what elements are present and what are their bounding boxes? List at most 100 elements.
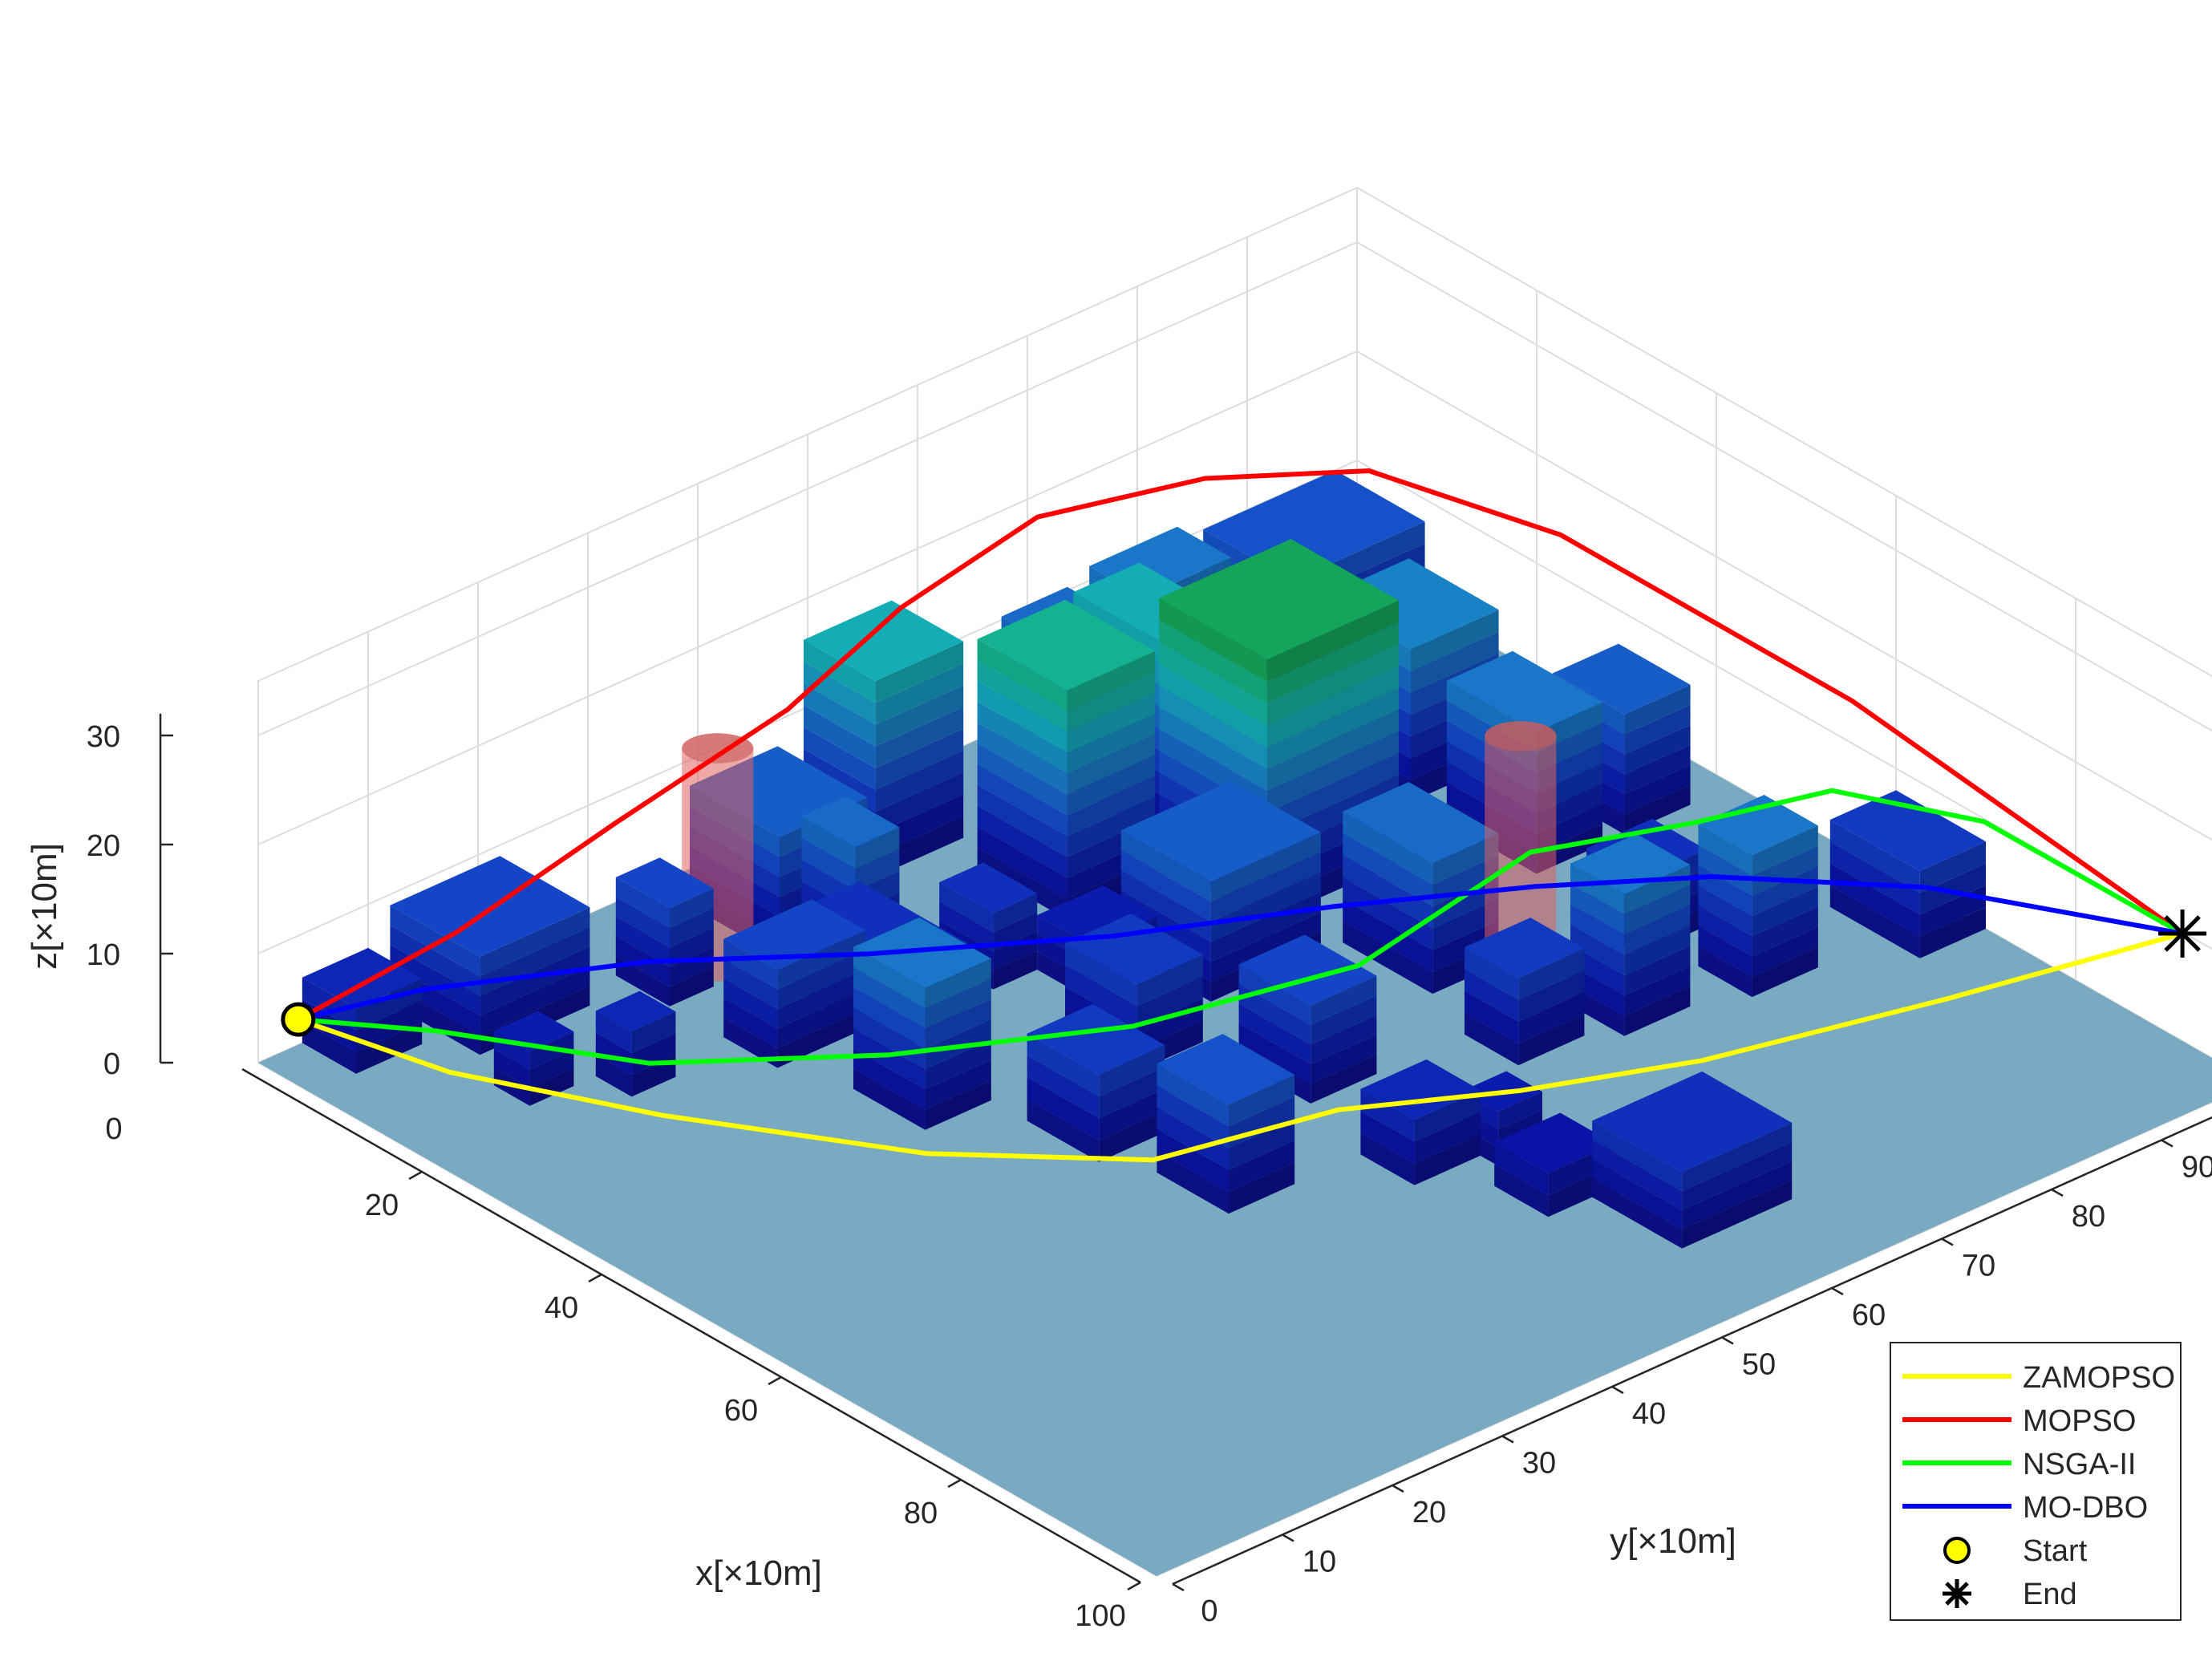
building-top bbox=[1065, 914, 1203, 985]
path-nsga-ii bbox=[298, 788, 2184, 1066]
obstacles bbox=[302, 470, 1986, 1249]
building-face-front bbox=[1229, 1140, 1295, 1192]
path-zamopso bbox=[297, 931, 2183, 1163]
building-face-front bbox=[925, 999, 991, 1049]
building bbox=[1698, 795, 1818, 998]
building-face-side bbox=[615, 955, 670, 1007]
z-tick-label: 20 bbox=[87, 829, 120, 863]
building-face-front bbox=[1266, 709, 1399, 791]
y-tick-label: 20 bbox=[1412, 1496, 1446, 1529]
building-face-front bbox=[1067, 734, 1156, 795]
building-face-side bbox=[1159, 620, 1267, 703]
building-face-side bbox=[853, 967, 926, 1029]
building-top bbox=[1321, 558, 1499, 650]
building-face-front bbox=[925, 1059, 991, 1110]
building-face-front bbox=[631, 1011, 676, 1053]
building-face-front bbox=[1682, 1180, 1793, 1249]
building-face-front bbox=[670, 927, 714, 967]
building-face-front bbox=[631, 1055, 676, 1097]
building-face-front bbox=[1414, 1112, 1481, 1164]
building-face-side bbox=[1343, 898, 1433, 972]
building-face-front bbox=[1518, 1014, 1585, 1066]
building-face-front bbox=[925, 1080, 991, 1130]
building-top bbox=[1203, 470, 1425, 581]
y-tick-label: 70 bbox=[1962, 1250, 1995, 1283]
building-face-side bbox=[977, 764, 1068, 837]
building-face-side bbox=[1698, 885, 1752, 937]
building-face-front bbox=[1210, 852, 1321, 922]
building-face-side bbox=[801, 837, 856, 891]
building-face-side bbox=[595, 1032, 632, 1076]
building-face-front bbox=[1067, 755, 1156, 816]
building-face-side bbox=[853, 1027, 926, 1090]
legend-label-mopso: MOPSO bbox=[2023, 1404, 2137, 1438]
x-tick-mark bbox=[1127, 1581, 1141, 1591]
building-face-side bbox=[977, 743, 1068, 816]
path-mo-dbo bbox=[298, 874, 2183, 1023]
building-face-front bbox=[1432, 898, 1499, 950]
cylinder-body bbox=[1485, 721, 1557, 970]
building-face-front bbox=[993, 912, 1038, 951]
y-tick-label: 40 bbox=[1632, 1397, 1666, 1431]
building-face-front bbox=[1067, 796, 1156, 857]
end-marker bbox=[2158, 909, 2207, 958]
y-tick-label: 0 bbox=[1201, 1594, 1217, 1628]
building-face-front bbox=[1311, 995, 1377, 1045]
building-top bbox=[1159, 539, 1399, 660]
building-face-side bbox=[615, 916, 670, 967]
building-face-front bbox=[875, 750, 964, 812]
threat-cylinder bbox=[1485, 721, 1557, 970]
building-face-side bbox=[723, 958, 778, 1010]
y-tick-mark bbox=[1172, 1582, 1185, 1592]
legend-swatch-nsga-ii bbox=[1902, 1461, 2011, 1465]
building-top bbox=[1343, 782, 1499, 863]
building-face-side bbox=[1698, 845, 1752, 896]
building-face-side bbox=[1829, 820, 1920, 893]
building bbox=[1027, 1003, 1165, 1162]
building-face-front bbox=[777, 989, 865, 1048]
building-face-front bbox=[1624, 744, 1691, 795]
building-top bbox=[1446, 650, 1602, 732]
building-face-side bbox=[1465, 991, 1519, 1043]
building-face-front bbox=[1311, 1035, 1377, 1084]
building-face-side bbox=[1157, 1150, 1229, 1214]
building-face-side bbox=[977, 805, 1068, 878]
building-face-front bbox=[1752, 946, 1818, 998]
building-face-front bbox=[1624, 946, 1691, 996]
building bbox=[1360, 1059, 1481, 1185]
building-face-front bbox=[1624, 684, 1691, 735]
building-face-front bbox=[1518, 948, 1585, 1000]
building bbox=[1157, 1034, 1295, 1214]
building-face-side bbox=[723, 998, 778, 1048]
building-face-side bbox=[1159, 685, 1267, 769]
building-face-front bbox=[1229, 1162, 1295, 1214]
building-face-front bbox=[1311, 1054, 1377, 1104]
building-face-side bbox=[977, 701, 1068, 774]
building-face-side bbox=[1360, 1088, 1415, 1142]
building-face-front bbox=[1067, 671, 1156, 732]
building-face-front bbox=[670, 966, 714, 1007]
building-face-side bbox=[1698, 905, 1752, 957]
building bbox=[1465, 918, 1585, 1066]
building-face-side bbox=[390, 925, 480, 996]
building-face-side bbox=[977, 722, 1068, 795]
y-tick-label: 30 bbox=[1522, 1447, 1556, 1481]
building-face-side bbox=[1570, 904, 1625, 955]
building-face-side bbox=[302, 1021, 356, 1074]
legend-label-end: End bbox=[2023, 1578, 2077, 1611]
building-face-front bbox=[529, 1049, 574, 1088]
building-face-front bbox=[925, 1039, 991, 1090]
building-face-front bbox=[1266, 600, 1399, 682]
building-face-side bbox=[1120, 890, 1211, 962]
building-face-side bbox=[1027, 1077, 1100, 1140]
building-face-side bbox=[1592, 1159, 1683, 1230]
building-face-side bbox=[801, 816, 856, 869]
building-face-front bbox=[993, 950, 1038, 990]
legend-item-start: Start bbox=[1891, 1531, 2180, 1574]
building-face-front bbox=[777, 930, 865, 990]
x-tick-label: 0 bbox=[105, 1112, 122, 1146]
building-top bbox=[1494, 1112, 1614, 1173]
building-face-front bbox=[480, 966, 590, 1035]
end-marker-stroke bbox=[2164, 915, 2201, 952]
